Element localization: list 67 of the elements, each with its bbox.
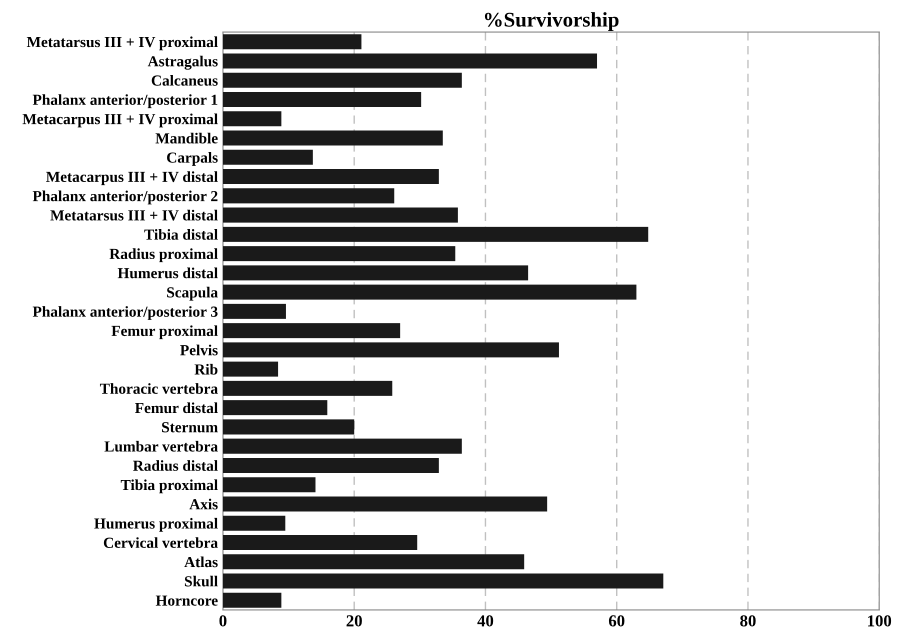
y-tick-label: Metacarpus III + IV proximal — [22, 113, 218, 128]
bar — [222, 265, 528, 280]
bar — [222, 438, 462, 454]
bar — [222, 574, 664, 589]
bar — [222, 516, 286, 531]
y-tick-label: Horncore — [156, 596, 218, 606]
y-tick-label: Astragalus — [148, 56, 218, 70]
y-tick-label: Thoracic vertebra — [100, 383, 218, 394]
bar — [222, 342, 559, 358]
bar — [222, 419, 354, 434]
bar — [222, 188, 394, 204]
bar — [222, 92, 422, 108]
y-tick-label: Metacarpus III + IV distal — [46, 171, 218, 186]
x-tick-label: 60 — [608, 615, 624, 626]
chart-title: %Survivorship — [484, 12, 619, 31]
y-tick-label: Femur distal — [135, 402, 218, 414]
bar — [222, 246, 456, 262]
y-tick-label: Calcaneus — [152, 74, 218, 86]
bar — [222, 400, 328, 416]
y-tick-label: Phalanx anterior/posterior 3 — [32, 306, 218, 320]
y-tick-label: Sternum — [162, 422, 218, 432]
y-tick-label: Skull — [184, 576, 218, 586]
bar — [222, 323, 400, 338]
y-tick-label: Femur proximal — [112, 325, 218, 340]
y-tick-label: Scapula — [167, 286, 218, 301]
x-tick-label: 20 — [346, 615, 362, 626]
bar — [222, 380, 392, 396]
y-tick-label: Radius distal — [133, 460, 218, 471]
bar — [222, 362, 278, 377]
y-tick-label: Phalanx anterior/posterior 1 — [32, 94, 218, 108]
bar — [222, 496, 548, 512]
bar — [222, 34, 362, 50]
x-tick-label: 40 — [477, 615, 494, 626]
x-tick-label: 100 — [868, 615, 892, 626]
x-tick-label: 80 — [740, 615, 756, 626]
y-tick-label: Metatarsus III + IV proximal — [26, 36, 218, 50]
bar — [222, 53, 598, 68]
y-tick-label: Phalanx anterior/posterior 2 — [32, 190, 218, 204]
y-tick-label: Rib — [194, 364, 218, 375]
y-tick-label: Metatarsus III + IV distal — [50, 210, 218, 221]
y-tick-label: Tibia distal — [144, 229, 218, 240]
x-tick-label: 0 — [219, 615, 226, 626]
bar — [222, 72, 462, 88]
y-tick-label: Mandible — [156, 132, 218, 144]
bar — [222, 169, 439, 184]
bar — [222, 458, 439, 473]
y-tick-label: Atlas — [184, 556, 218, 568]
bar — [222, 592, 282, 608]
y-tick-label: Humerus proximal — [94, 518, 218, 532]
y-tick-label: Radius proximal — [110, 248, 218, 262]
y-tick-label: Humerus distal — [118, 268, 218, 278]
bar — [222, 554, 524, 570]
bar — [222, 130, 443, 146]
bar — [222, 304, 286, 319]
y-tick-label: Lumbar vertebra — [104, 440, 218, 452]
y-tick-label: Axis — [189, 498, 218, 510]
bar — [222, 477, 316, 492]
bar — [222, 150, 313, 165]
y-tick-label: Carpals — [167, 152, 218, 166]
bar — [222, 111, 282, 126]
bar — [222, 226, 648, 242]
bar — [222, 534, 418, 550]
bar — [222, 284, 636, 300]
y-tick-label: Tibia proximal — [120, 479, 218, 494]
bar — [222, 208, 458, 223]
y-tick-label: Pelvis — [180, 344, 218, 356]
y-tick-label: Cervical vertebra — [104, 537, 218, 548]
